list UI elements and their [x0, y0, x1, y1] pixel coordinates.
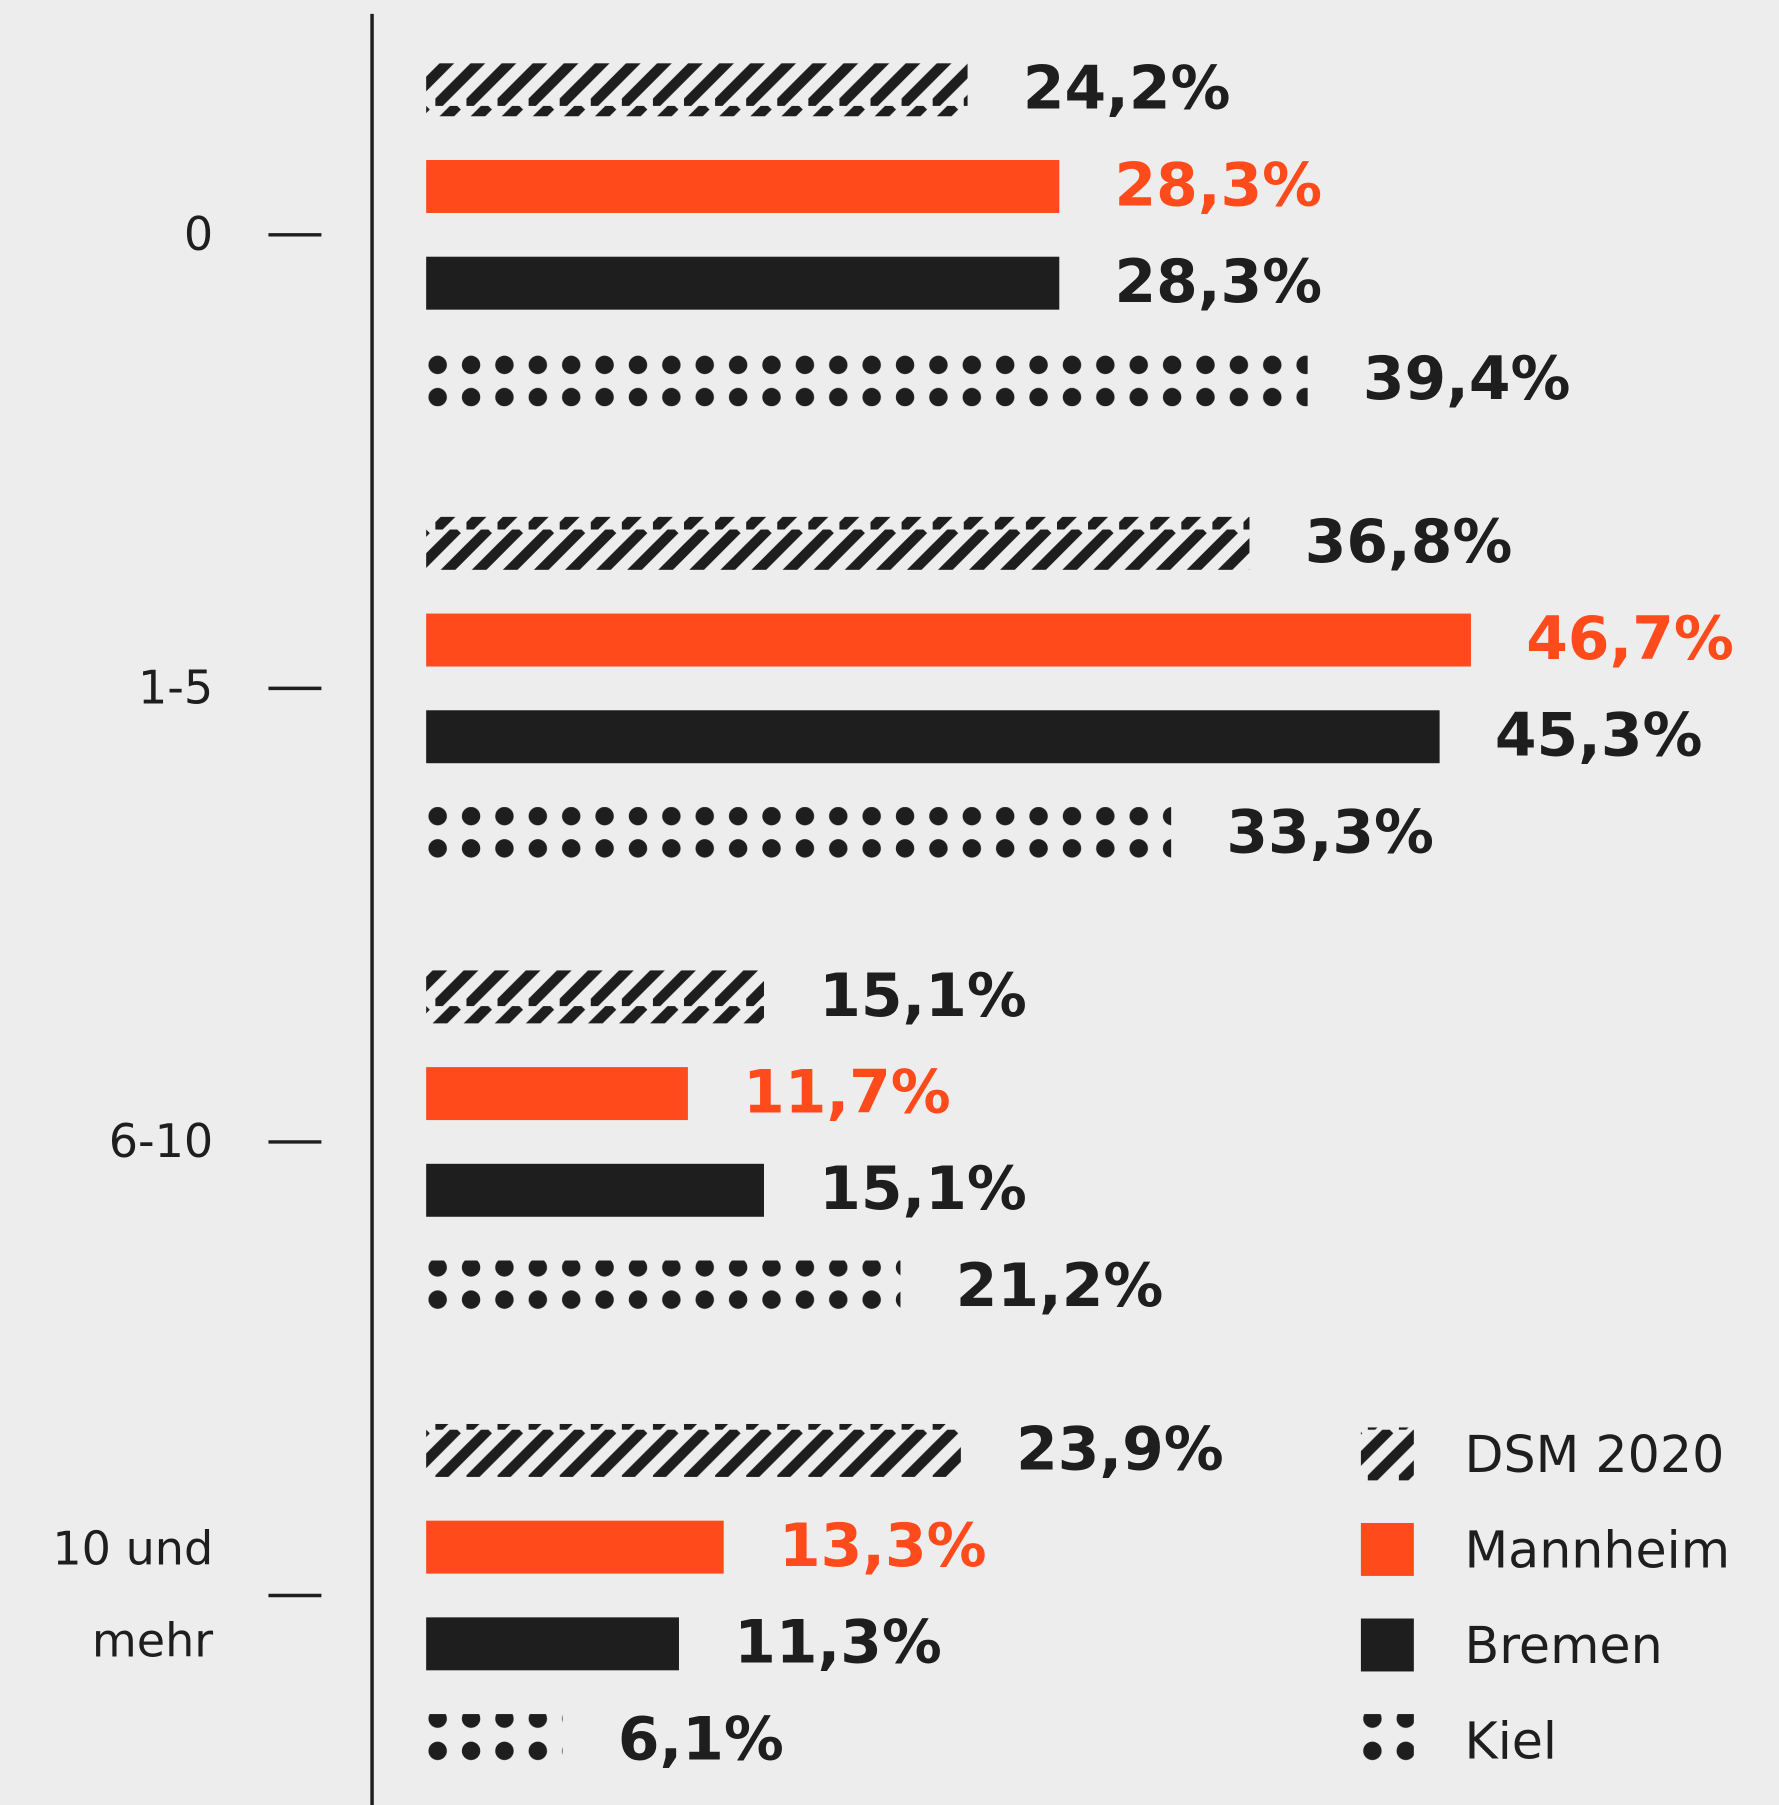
category-label: 0 — [183, 208, 214, 262]
bar — [426, 256, 1060, 310]
bar — [426, 970, 764, 1024]
bar — [426, 710, 1440, 764]
value-label: 15,1% — [819, 1154, 1027, 1224]
bar — [426, 353, 1308, 407]
value-label: 39,4% — [1363, 344, 1571, 414]
value-label: 11,3% — [734, 1608, 942, 1678]
category-label-box: 6-10 — [108, 1115, 214, 1169]
bar — [426, 1423, 961, 1477]
value-label: 33,3% — [1226, 797, 1434, 867]
bar — [426, 1520, 724, 1574]
category-label: 6-10 — [108, 1115, 214, 1169]
value-label: 13,3% — [779, 1511, 987, 1581]
bar — [426, 1163, 764, 1217]
bar — [426, 1714, 563, 1768]
legend-swatch — [1360, 1427, 1414, 1481]
bar — [426, 806, 1172, 860]
legend-swatch — [1360, 1522, 1414, 1576]
bar — [426, 1260, 901, 1314]
bar — [426, 613, 1471, 667]
legend-swatch — [1360, 1618, 1414, 1672]
category-label: 1-5 — [137, 661, 214, 715]
category-label: 10 und mehr — [52, 1522, 214, 1669]
value-label: 36,8% — [1305, 507, 1513, 577]
legend-label: Mannheim — [1464, 1521, 1730, 1580]
value-label: 24,2% — [1023, 54, 1231, 124]
bar — [426, 1617, 679, 1671]
value-label: 23,9% — [1016, 1414, 1224, 1484]
bar — [426, 63, 968, 117]
legend-label: DSM 2020 — [1464, 1425, 1724, 1484]
category-label-box: 0 — [183, 208, 214, 262]
bar — [426, 516, 1250, 570]
category-label-box: 1-5 — [137, 661, 214, 715]
value-label: 28,3% — [1115, 150, 1323, 220]
legend-label: Bremen — [1464, 1616, 1662, 1675]
value-label: 45,3% — [1495, 701, 1703, 771]
value-label: 6,1% — [618, 1704, 784, 1774]
category-label-box: 10 und mehr — [52, 1522, 214, 1669]
legend-swatch — [1360, 1714, 1414, 1768]
legend-label: Kiel — [1464, 1712, 1557, 1771]
value-label: 15,1% — [819, 961, 1027, 1031]
value-label: 46,7% — [1526, 604, 1734, 674]
value-label: 21,2% — [956, 1251, 1164, 1321]
bar — [426, 1067, 688, 1121]
bar — [426, 160, 1060, 213]
value-label: 28,3% — [1115, 247, 1323, 317]
value-label: 11,7% — [743, 1057, 951, 1127]
